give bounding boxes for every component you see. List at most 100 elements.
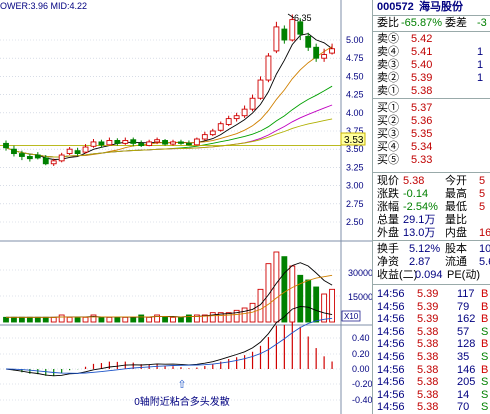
- candlesticks[interactable]: [3, 14, 335, 166]
- buy-price[interactable]: 5.36: [411, 115, 433, 127]
- current-price-tag-bg: [340, 132, 366, 146]
- chart-area[interactable]: 5.00 4.75 4.50 4.25 4.00 3.75 3.50 3.25 3.00 2.75…: [0, 0, 372, 414]
- volume-bar[interactable]: [11, 316, 17, 323]
- volume-bar[interactable]: [42, 316, 49, 323]
- volume-bar[interactable]: [201, 314, 208, 323]
- candle-body[interactable]: [233, 115, 240, 120]
- volume-bar[interactable]: [106, 316, 113, 323]
- candle-body[interactable]: [201, 134, 208, 140]
- volume-bar[interactable]: [193, 314, 200, 323]
- volume-bar[interactable]: [82, 316, 89, 323]
- candle-body[interactable]: [321, 54, 328, 59]
- candle-body[interactable]: [170, 141, 176, 145]
- candle-body[interactable]: [114, 140, 121, 144]
- candle-body[interactable]: [66, 148, 73, 155]
- candle-body[interactable]: [154, 139, 161, 143]
- volume-bar[interactable]: [34, 316, 41, 323]
- candle-body[interactable]: [257, 79, 264, 99]
- candle-body[interactable]: [209, 130, 216, 136]
- volume-bar[interactable]: [209, 312, 216, 323]
- volume-bar[interactable]: [66, 316, 73, 323]
- candle-body[interactable]: [329, 48, 335, 54]
- sell-price[interactable]: 5.38: [411, 85, 433, 97]
- buy-price[interactable]: 5.33: [411, 154, 433, 166]
- sell-price[interactable]: 5.40: [411, 59, 433, 71]
- sell-price[interactable]: 5.42: [411, 33, 433, 45]
- volume-bar[interactable]: [281, 256, 288, 323]
- volume-bar[interactable]: [90, 314, 97, 323]
- buy-price[interactable]: 5.35: [411, 128, 433, 140]
- candle-body[interactable]: [217, 123, 224, 131]
- volume-bar[interactable]: [58, 314, 65, 323]
- sell-price[interactable]: 5.41: [411, 46, 433, 58]
- sell-price[interactable]: 5.39: [411, 72, 433, 84]
- candle-body[interactable]: [162, 140, 168, 145]
- volume-bar[interactable]: [74, 316, 81, 323]
- candle-body[interactable]: [42, 157, 49, 165]
- candle-body[interactable]: [281, 28, 288, 41]
- buy-price[interactable]: 5.34: [411, 141, 433, 153]
- candle-body[interactable]: [305, 35, 312, 48]
- volume-bar[interactable]: [50, 316, 57, 323]
- candle-body[interactable]: [106, 140, 113, 146]
- candle-body[interactable]: [193, 138, 200, 146]
- volume-bar[interactable]: [114, 316, 121, 323]
- candle-body[interactable]: [3, 142, 9, 149]
- macd-indicator[interactable]: [5, 305, 333, 377]
- tick-price: 5.38: [417, 376, 439, 389]
- top-left-label: OWER:3.96 MID:4.22: [0, 1, 87, 11]
- candle-body[interactable]: [122, 140, 129, 144]
- volume-bar[interactable]: [18, 316, 25, 323]
- volume-bar[interactable]: [313, 286, 320, 323]
- volume-bar[interactable]: [241, 307, 248, 323]
- candle-body[interactable]: [90, 141, 97, 147]
- candle-body[interactable]: [26, 156, 33, 160]
- candle-body[interactable]: [146, 141, 153, 147]
- candle-body[interactable]: [241, 108, 248, 117]
- candle-body[interactable]: [178, 141, 184, 144]
- volume-bar[interactable]: [233, 309, 240, 323]
- volume-bar[interactable]: [297, 274, 304, 323]
- candle-body[interactable]: [58, 154, 65, 162]
- buy-price[interactable]: 5.37: [411, 102, 433, 114]
- candle-body[interactable]: [74, 150, 81, 155]
- candle-body[interactable]: [186, 142, 192, 146]
- stat-row: 涨跌 -0.14 最高 5: [373, 188, 490, 201]
- candle-body[interactable]: [289, 19, 296, 41]
- volume-bar[interactable]: [170, 316, 176, 323]
- volume-bar[interactable]: [321, 293, 328, 323]
- buy-label: 买①: [377, 102, 399, 114]
- volume-bar[interactable]: [146, 316, 153, 323]
- volume-bar[interactable]: [329, 288, 335, 323]
- volume-bar[interactable]: [130, 316, 137, 323]
- volume-bar[interactable]: [98, 316, 105, 323]
- volume-bar[interactable]: [225, 312, 232, 323]
- volume-bar[interactable]: [289, 265, 296, 323]
- candle-body[interactable]: [18, 153, 25, 157]
- volume-bar[interactable]: [178, 316, 184, 323]
- candle-body[interactable]: [130, 139, 137, 144]
- candle-body[interactable]: [297, 21, 304, 35]
- volume-bar[interactable]: [273, 251, 280, 323]
- candle-body[interactable]: [34, 154, 41, 159]
- volume-bar[interactable]: [305, 279, 312, 323]
- volume-bar[interactable]: [162, 316, 168, 323]
- volume-bar[interactable]: [217, 312, 224, 323]
- volume-bar[interactable]: [186, 314, 192, 323]
- candle-body[interactable]: [98, 141, 105, 146]
- volume-bar[interactable]: [138, 314, 145, 323]
- candle-body[interactable]: [82, 146, 89, 153]
- candle-body[interactable]: [273, 26, 280, 52]
- candle-body[interactable]: [138, 142, 145, 147]
- volume-bar[interactable]: [265, 263, 272, 323]
- volume-bar[interactable]: [122, 316, 129, 323]
- candle-body[interactable]: [313, 46, 320, 59]
- candle-body[interactable]: [249, 97, 256, 110]
- volume-bar[interactable]: [26, 316, 33, 323]
- volume-bar[interactable]: [154, 314, 161, 323]
- candle-body[interactable]: [225, 118, 232, 125]
- candle-body[interactable]: [50, 160, 57, 165]
- candle-body[interactable]: [11, 148, 17, 155]
- candle-body[interactable]: [265, 55, 272, 81]
- volume-bar[interactable]: [3, 316, 9, 323]
